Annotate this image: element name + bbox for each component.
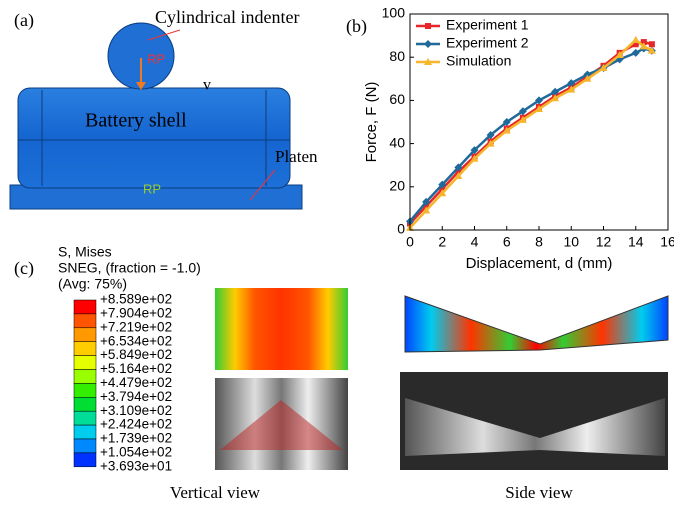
colorbar-level: +1.739e+02 [100,431,172,446]
y-tick-label: 100 [382,5,406,21]
colorbar-band [74,453,96,467]
y-tick-label: 80 [389,48,405,64]
colorbar-band [74,342,96,356]
panel-a: (a) Cylindrical indenter RP v Battery sh… [10,7,318,209]
colorbar-level: +3.693e+01 [100,458,172,473]
figure: (a) Cylindrical indenter RP v Battery sh… [0,0,674,508]
x-tick-label: 0 [406,234,414,250]
legend-label: Experiment 1 [446,17,529,33]
x-tick-label: 16 [660,234,674,250]
legend-label: Simulation [446,53,511,69]
colorbar-band [74,356,96,370]
y-tick-label: 60 [389,91,405,107]
x-tick-label: 8 [535,234,543,250]
colorbar-title: SNEG, (fraction = -1.0) [58,260,201,276]
colorbar-band [74,314,96,328]
marker [632,36,640,43]
marker [649,41,655,47]
indenter-label: Cylindrical indenter [155,7,299,27]
marker [425,23,431,29]
x-tick-label: 6 [503,234,511,250]
caption: Vertical view [170,483,261,502]
y-tick-label: 20 [389,178,405,194]
colorbar-band [74,370,96,384]
series-line [410,42,652,223]
colorbar-level: +7.219e+02 [100,319,172,334]
panel-label: (a) [14,10,34,31]
colorbar-level: +5.164e+02 [100,361,172,376]
colorbar-level: +5.849e+02 [100,347,172,362]
series-line [410,49,652,222]
y-tick-label: 0 [397,221,405,237]
colorbar-band [74,411,96,425]
colorbar-level: +3.109e+02 [100,403,172,418]
colorbar-level: +4.479e+02 [100,375,172,390]
colorbar-level: +2.424e+02 [100,417,172,432]
shell-label: Battery shell [85,110,187,132]
x-tick-label: 12 [596,234,612,250]
x-tick-label: 14 [628,234,644,250]
caption: Side view [505,483,573,502]
x-tick-label: 10 [563,234,579,250]
colorbar-band [74,328,96,342]
vertical-contour [215,288,348,370]
colorbar-title: S, Mises [58,244,112,260]
x-tick-label: 2 [438,234,446,250]
colorbar-band [74,383,96,397]
rp-label: RP [143,181,161,196]
x-axis-label: Displacement, d (mm) [466,255,613,272]
legend-label: Experiment 2 [446,35,529,51]
colorbar-level: +7.904e+02 [100,305,172,320]
panel-label: (c) [14,258,34,279]
velocity-label: v [203,77,211,94]
shell-shape [18,88,290,188]
colorbar-title: (Avg: 75%) [58,276,127,292]
platen-label: Platen [275,147,318,166]
panel-label: (b) [346,16,367,37]
colorbar-level: +1.054e+02 [100,444,172,459]
side-contour [405,296,668,352]
y-axis-label: Force, F (N) [363,82,380,163]
y-tick-label: 40 [389,134,405,150]
colorbar-band [74,397,96,411]
rp-label: RP [147,51,165,66]
colorbar-level: +8.589e+02 [100,292,172,307]
colorbar-level: +3.794e+02 [100,389,172,404]
colorbar-band [74,439,96,453]
colorbar-band [74,300,96,314]
x-tick-label: 4 [471,234,479,250]
marker [424,40,432,48]
colorbar-band [74,425,96,439]
colorbar-level: +6.534e+02 [100,333,172,348]
